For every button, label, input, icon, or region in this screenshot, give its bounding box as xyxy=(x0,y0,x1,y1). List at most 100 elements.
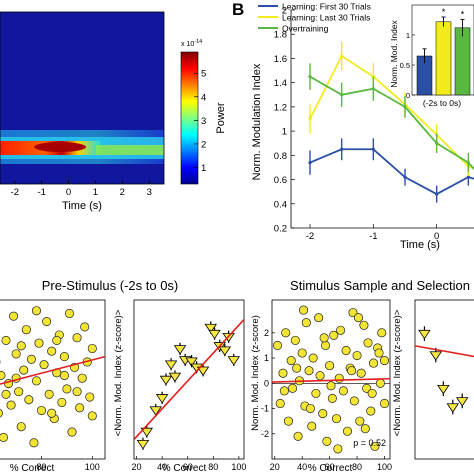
stim-scatter-point xyxy=(304,366,314,376)
panel-b-point xyxy=(435,192,439,196)
panel-b-point xyxy=(340,147,344,151)
panel-b-label: B xyxy=(232,0,244,19)
panel-b-point xyxy=(308,75,312,79)
pre-stim-binned-point xyxy=(208,329,221,340)
stim-scatter-point xyxy=(327,393,337,403)
pre-stim-scatter-point xyxy=(11,349,21,359)
colorbar-label: Power xyxy=(215,102,227,134)
pre-stim-binned-frame xyxy=(133,299,245,460)
stim-scatter-fit-line xyxy=(272,377,390,383)
colorbar xyxy=(180,51,199,185)
stim-scatter-point xyxy=(290,335,300,345)
heatmap-x-tick-label: 0 xyxy=(66,187,71,198)
stim-scatter-point xyxy=(370,441,380,451)
inset-xlabel: (-2s to 0s) xyxy=(423,98,461,108)
stim-scatter-y-tick-label: 0 xyxy=(264,378,269,388)
pre-stim-binned-x-tick-label: 40 xyxy=(157,462,167,472)
stim-scatter-point xyxy=(347,366,357,376)
stim-scatter-marks xyxy=(272,305,390,454)
legend-entry: Learning: Last 30 Trials xyxy=(282,13,370,23)
stim-scatter: 20 40 60 80 100 -2 -1 0 1 2 xyxy=(261,299,392,472)
stim-scatter-point xyxy=(299,305,309,315)
stim-binned-frame xyxy=(414,299,474,460)
pre-stim-scatter-point xyxy=(47,346,57,356)
pre-stim-binned-xlabel: % Correct xyxy=(162,463,207,474)
panel-b-x-tick-label: -1 xyxy=(369,231,377,242)
stim-scatter-point xyxy=(336,325,346,335)
pre-stim-scatter-point xyxy=(6,400,16,410)
inset-y-tick-label: 1 xyxy=(406,31,410,40)
stim-scatter-point xyxy=(353,313,363,323)
stim-scatter-point xyxy=(356,368,366,378)
stim-scatter-point xyxy=(286,356,296,366)
stim-scatter-point xyxy=(367,388,377,398)
heatmap-peak xyxy=(34,142,86,152)
panel-b-y-tick-label: 0.2 xyxy=(274,224,287,235)
panel-b-y-tick-label: 1 xyxy=(282,127,287,138)
panel-b-point xyxy=(371,147,375,151)
pre-stim-scatter-point xyxy=(24,395,34,405)
pre-stim-scatter-point xyxy=(59,352,69,362)
stim-scatter-point xyxy=(318,409,328,419)
pre-stim-scatter-point xyxy=(19,365,29,375)
stim-scatter-point xyxy=(341,345,351,356)
pre-stim-scatter-point xyxy=(1,335,11,345)
inset-ylabel: Norm. Mod. Index xyxy=(389,19,399,87)
pre-stim-binned-point xyxy=(185,357,198,367)
stim-scatter-point xyxy=(288,383,298,393)
stim-scatter-point xyxy=(379,356,390,366)
pre-stim-scatter-point xyxy=(85,392,95,402)
pre-stim-binned-fit-line xyxy=(134,319,244,440)
stim-scatter-point xyxy=(379,398,390,409)
stim-scatter-point xyxy=(326,381,336,391)
pre-stim-scatter-x-tick-label: 100 xyxy=(85,462,100,472)
panel-b-y-tick-label: 2 xyxy=(282,6,287,17)
pre-stim-binned-point xyxy=(155,394,169,404)
colorbar-tick-label: 3 xyxy=(201,116,206,127)
stim-scatter-point xyxy=(342,426,353,436)
pre-stim-binned-point xyxy=(164,360,178,370)
pre-stim-binned-x-tick-label: 20 xyxy=(132,462,142,472)
panel-b-y-tick-label: 1.2 xyxy=(274,102,287,113)
pre-stim-binned: 20 40 60 80 100 xyxy=(132,299,246,472)
stim-scatter-point xyxy=(275,398,285,409)
inset-bar xyxy=(435,21,452,96)
stim-scatter-point xyxy=(322,436,332,446)
heatmap-panel: -2 -1 0 1 2 3 Time (s) x 10-14 1 2 3 4 5 Power xyxy=(0,11,227,212)
stim-scatter-point xyxy=(374,348,384,358)
pre-stim-scatter-point xyxy=(16,422,26,432)
pre-stim-scatter-point xyxy=(62,384,72,394)
panel-b-x-tick-label: 0 xyxy=(434,231,439,242)
pre-stim-scatter-point xyxy=(87,411,97,421)
stim-scatter-point xyxy=(279,386,289,396)
stim-scatter-point xyxy=(283,416,294,426)
pre-stim-scatter-point xyxy=(16,341,26,351)
panel-b-y-tick-label: 0.4 xyxy=(274,199,287,210)
pre-stim-scatter-point xyxy=(1,389,11,399)
pre-stim-scatter-point xyxy=(36,405,47,416)
pre-stim-scatter-point xyxy=(26,354,36,364)
pre-stim-binned-point xyxy=(218,346,232,356)
pre-stim-scatter-point xyxy=(52,335,62,345)
stim-binned-marks xyxy=(415,326,474,415)
pre-stim-title: Pre-Stimulus (-2s to 0s) xyxy=(42,278,179,293)
panel-b-point xyxy=(340,54,344,58)
heatmap-band-tail xyxy=(96,145,164,155)
pre-stim-scatter-point xyxy=(47,408,57,418)
pre-stim-scatter-point xyxy=(0,408,3,418)
panel-b-point xyxy=(308,161,312,165)
stim-scatter-point xyxy=(301,318,311,328)
pre-stim-scatter: 80 100 xyxy=(0,299,106,472)
panel-b-point xyxy=(308,117,312,121)
pre-stim-scatter-point xyxy=(0,370,6,381)
stim-scatter-point xyxy=(319,333,329,343)
stim-scatter-point xyxy=(377,328,387,338)
colorbar-tick-label: 5 xyxy=(201,69,206,80)
colorbar-tick-label: 4 xyxy=(201,92,206,103)
stim-scatter-point xyxy=(307,421,317,431)
pre-stim-binned-point xyxy=(173,345,187,355)
stim-binned-ylabel: <Norm. Mod. Index (z-score)> xyxy=(392,309,403,436)
heatmap-x-tick-label: -1 xyxy=(37,187,45,198)
stim-scatter-ylabel: Norm. Mod. Index (z-score) xyxy=(250,315,261,431)
stim-binned xyxy=(414,299,474,460)
